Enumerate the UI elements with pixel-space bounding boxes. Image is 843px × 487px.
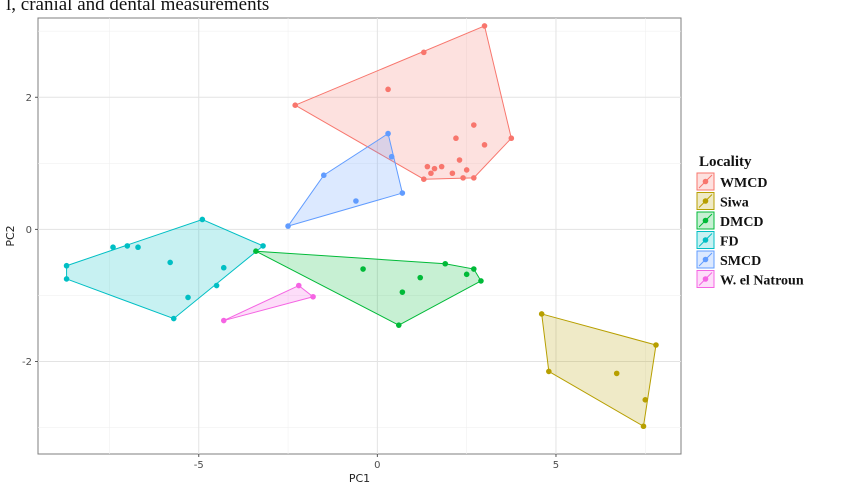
legend-item-dmcd: DMCD xyxy=(696,211,764,230)
legend-key-dot xyxy=(702,256,709,263)
point-dmcd xyxy=(463,271,470,278)
point-wmcd xyxy=(481,23,488,29)
point-wmcd xyxy=(424,163,431,170)
point-fd xyxy=(185,294,191,301)
legend-label-siwa: Siwa xyxy=(720,196,749,211)
point-smcd xyxy=(385,130,391,137)
legend-label-fd: FD xyxy=(720,235,739,250)
point-wmcd xyxy=(456,157,463,163)
point-wmcd xyxy=(385,86,391,93)
point-smcd xyxy=(388,153,395,160)
legend-label-wmcd: WMCD xyxy=(720,176,767,191)
point-fd xyxy=(167,259,173,266)
point-smcd xyxy=(353,198,359,204)
point-wmcd xyxy=(438,163,445,170)
y-tick-label: -2 xyxy=(22,357,32,368)
point-dmcd xyxy=(399,289,406,295)
legend-title: Locality xyxy=(699,154,752,170)
point-smcd xyxy=(399,190,406,196)
grid-lines xyxy=(38,18,681,454)
legend-item-wmcd: WMCD xyxy=(696,172,767,191)
point-w-el-natroun xyxy=(310,293,316,300)
point-fd xyxy=(213,282,220,289)
x-tick-label: 5 xyxy=(553,460,559,471)
legend-item-w-el-natroun: W. el Natroun xyxy=(696,270,804,289)
legend-item-smcd: SMCD xyxy=(696,250,761,269)
point-siwa xyxy=(538,311,545,317)
point-wmcd xyxy=(449,170,456,177)
point-wmcd xyxy=(292,102,299,108)
y-axis-label: PC2 xyxy=(4,225,17,246)
hull-w-el-natroun xyxy=(223,284,315,322)
point-dmcd xyxy=(253,248,259,254)
point-siwa xyxy=(640,423,647,430)
point-dmcd xyxy=(478,278,484,284)
point-w-el-natroun xyxy=(295,282,302,289)
point-dmcd xyxy=(417,274,424,281)
hull-wmcd xyxy=(294,25,512,180)
plot-panel xyxy=(37,17,682,455)
point-wmcd xyxy=(421,176,427,182)
legend-key-dot xyxy=(702,198,709,204)
point-wmcd xyxy=(463,167,470,173)
point-dmcd xyxy=(471,266,477,272)
point-fd xyxy=(170,315,177,322)
legend-item-fd: FD xyxy=(696,231,739,250)
legend-key-dot xyxy=(702,178,709,185)
point-siwa xyxy=(613,370,620,377)
point-wmcd xyxy=(508,135,515,142)
point-siwa xyxy=(642,397,649,403)
point-wmcd xyxy=(471,175,477,181)
point-wmcd xyxy=(471,122,477,128)
point-layer xyxy=(63,23,659,430)
point-w-el-natroun xyxy=(220,317,227,324)
point-dmcd xyxy=(395,322,402,328)
point-fd xyxy=(63,276,70,282)
legend-item-siwa: Siwa xyxy=(696,192,749,211)
figure-caption: l, cranial and dental measurements xyxy=(6,0,270,15)
y-tick-label: 0 xyxy=(26,225,32,236)
point-siwa xyxy=(653,342,659,348)
x-tick-label: 0 xyxy=(374,460,380,471)
point-wmcd xyxy=(460,175,466,181)
legend-key-dot xyxy=(702,276,709,282)
y-tick-label: 2 xyxy=(26,93,32,104)
point-fd xyxy=(220,264,227,271)
point-wmcd xyxy=(428,170,434,177)
point-wmcd xyxy=(421,49,427,56)
point-fd xyxy=(135,244,141,251)
legend-label-dmcd: DMCD xyxy=(720,215,764,230)
legend-label-smcd: SMCD xyxy=(720,254,761,269)
hull-layer xyxy=(66,25,657,428)
point-smcd xyxy=(285,223,291,229)
hull-dmcd xyxy=(255,250,482,326)
point-smcd xyxy=(320,172,327,179)
legend-key-dot xyxy=(702,237,709,243)
x-tick-label: -5 xyxy=(194,460,204,471)
legend: Locality WMCD Siwa DMCD FD SMCD W. el Natroun xyxy=(696,154,804,289)
point-fd xyxy=(260,243,266,249)
point-wmcd xyxy=(481,142,488,148)
point-siwa xyxy=(546,368,552,375)
point-dmcd xyxy=(442,260,449,267)
point-fd xyxy=(199,216,206,223)
point-dmcd xyxy=(360,266,366,272)
point-wmcd xyxy=(453,135,459,142)
axes-layer: -5 0 5 -2 0 2 PC1 PC2 xyxy=(4,93,559,485)
point-wmcd xyxy=(431,165,438,172)
point-fd xyxy=(124,243,131,249)
x-axis-label: PC1 xyxy=(349,472,370,485)
legend-key-dot xyxy=(702,217,709,224)
point-fd xyxy=(63,262,70,269)
point-fd xyxy=(110,244,116,251)
legend-label-w-el-natroun: W. el Natroun xyxy=(720,274,804,289)
